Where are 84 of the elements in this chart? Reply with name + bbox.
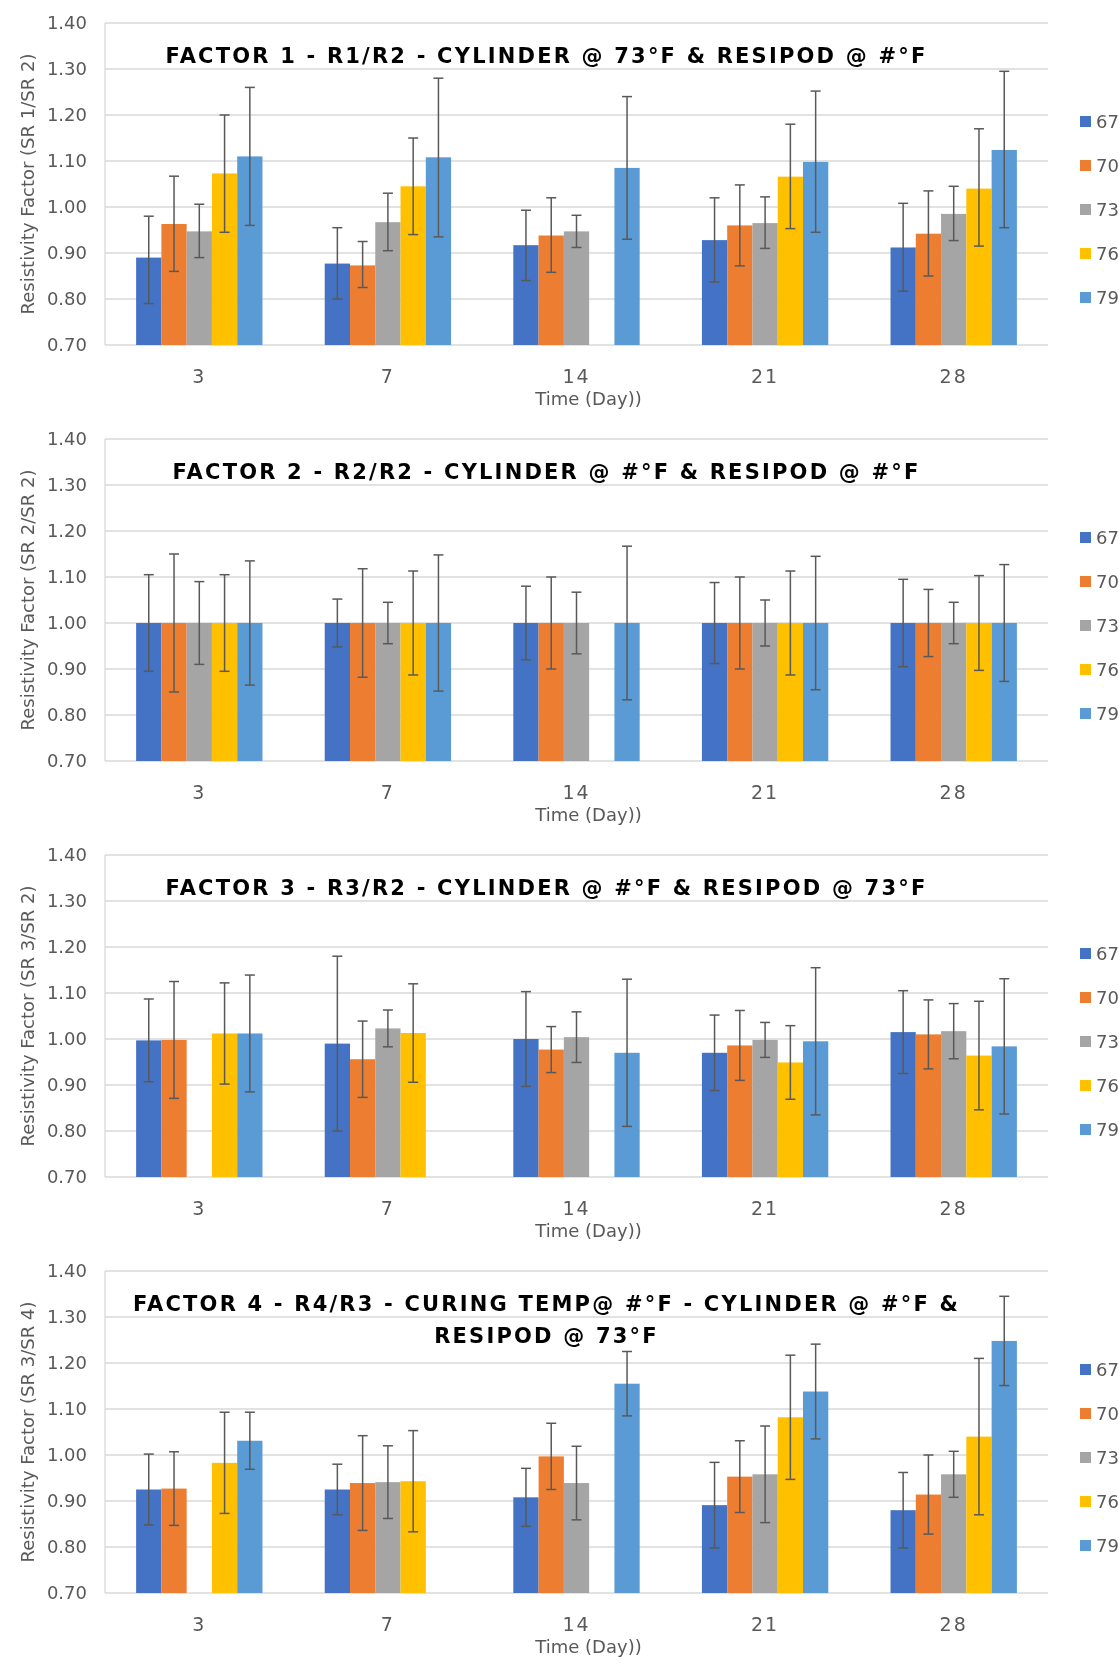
- x-tick-label: 28: [939, 1197, 968, 1219]
- y-tick-label: 1.20: [46, 1352, 87, 1374]
- legend-label: 79: [1096, 287, 1119, 309]
- x-tick-label: 3: [192, 1197, 207, 1219]
- y-tick-label: 0.80: [46, 288, 87, 310]
- y-tick-label: 0.70: [46, 1582, 87, 1604]
- x-tick-label: 21: [751, 781, 780, 803]
- legend-label: 73: [1096, 199, 1119, 221]
- y-tick-label: 1.40: [46, 12, 87, 34]
- x-tick-label: 28: [939, 781, 968, 803]
- y-tick-label: 1.30: [46, 58, 87, 80]
- text: FACTOR 1 - R1/R2 - CYLINDER @ 73°F & RESIPOD @ #°F: [165, 44, 928, 68]
- y-tick-label: 1.40: [46, 844, 87, 866]
- legend-label: 67: [1096, 527, 1119, 549]
- y-tick-label: 1.10: [46, 982, 87, 1004]
- x-axis-title: Time (Day)): [534, 1636, 642, 1657]
- legend-label: 73: [1096, 615, 1119, 637]
- y-tick-label: 1.10: [46, 1398, 87, 1420]
- legend-label: 70: [1096, 987, 1119, 1009]
- x-axis-title: Time (Day)): [534, 1220, 642, 1241]
- x-tick-label: 14: [562, 1613, 591, 1635]
- y-tick-label: 1.30: [46, 1306, 87, 1328]
- y-tick-label: 1.20: [46, 936, 87, 958]
- y-axis-title: Resistivity Factor (SR 2/SR 2): [17, 469, 38, 731]
- y-tick-label: 0.90: [46, 1490, 87, 1512]
- y-axis-title: Resistivity Factor (SR 3/SR 4): [17, 1301, 38, 1563]
- x-tick-label: 14: [562, 365, 591, 387]
- y-axis-title: Resistivity Factor (SR 3/SR 2): [17, 885, 38, 1147]
- y-tick-label: 1.20: [46, 520, 87, 542]
- y-tick-label: 0.80: [46, 1536, 87, 1558]
- legend-label: 76: [1096, 659, 1119, 681]
- legend-label: 76: [1096, 243, 1119, 265]
- x-tick-label: 7: [380, 781, 395, 803]
- y-tick-label: 1.30: [46, 890, 87, 912]
- y-tick-label: 1.00: [46, 1028, 87, 1050]
- x-axis-title: Time (Day)): [534, 804, 642, 825]
- legend-label: 79: [1096, 703, 1119, 725]
- y-tick-label: 0.90: [46, 242, 87, 264]
- y-tick-label: 0.80: [46, 704, 87, 726]
- y-tick-label: 0.90: [46, 658, 87, 680]
- x-tick-label: 3: [192, 781, 207, 803]
- x-axis-title: Time (Day)): [534, 388, 642, 409]
- y-tick-label: 0.90: [46, 1074, 87, 1096]
- legend-label: 67: [1096, 943, 1119, 965]
- x-tick-label: 7: [380, 1613, 395, 1635]
- y-tick-label: 1.40: [46, 1260, 87, 1282]
- y-tick-label: 1.00: [46, 612, 87, 634]
- x-tick-label: 28: [939, 1613, 968, 1635]
- x-tick-label: 21: [751, 1613, 780, 1635]
- text: FACTOR 3 - R3/R2 - CYLINDER @ #°F & RESIPOD @ 73°F: [165, 876, 928, 900]
- y-tick-label: 0.80: [46, 1120, 87, 1142]
- x-tick-label: 28: [939, 365, 968, 387]
- y-tick-label: 1.10: [46, 566, 87, 588]
- legend-label: 67: [1096, 1359, 1119, 1381]
- y-tick-label: 0.70: [46, 334, 87, 356]
- text: FACTOR 2 - R2/R2 - CYLINDER @ #°F & RESIPOD @ #°F: [172, 460, 921, 484]
- legend-label: 79: [1096, 1119, 1119, 1141]
- legend-label: 73: [1096, 1447, 1119, 1469]
- y-tick-label: 1.00: [46, 1444, 87, 1466]
- y-axis-title: Resistivity Factor (SR 1/SR 2): [17, 53, 38, 315]
- legend-label: 76: [1096, 1491, 1119, 1513]
- y-tick-label: 1.40: [46, 428, 87, 450]
- x-tick-label: 7: [380, 365, 395, 387]
- x-tick-label: 14: [562, 1197, 591, 1219]
- legend-label: 67: [1096, 111, 1119, 133]
- x-tick-label: 7: [380, 1197, 395, 1219]
- legend-label: 73: [1096, 1031, 1119, 1053]
- x-tick-label: 21: [751, 1197, 780, 1219]
- text: FACTOR 4 - R4/R3 - CURING TEMP@ #°F - CYLINDER @ #°F & RESIPOD @ 73°F: [132, 1292, 961, 1348]
- x-tick-label: 3: [192, 365, 207, 387]
- y-tick-label: 1.10: [46, 150, 87, 172]
- legend-label: 79: [1096, 1535, 1119, 1557]
- legend-label: 70: [1096, 155, 1119, 177]
- legend-label: 76: [1096, 1075, 1119, 1097]
- x-tick-label: 3: [192, 1613, 207, 1635]
- legend-label: 70: [1096, 1403, 1119, 1425]
- y-tick-label: 0.70: [46, 1166, 87, 1188]
- x-tick-label: 14: [562, 781, 591, 803]
- y-tick-label: 1.20: [46, 104, 87, 126]
- y-tick-label: 0.70: [46, 750, 87, 772]
- y-tick-label: 1.00: [46, 196, 87, 218]
- legend-label: 70: [1096, 571, 1119, 593]
- y-tick-label: 1.30: [46, 474, 87, 496]
- x-tick-label: 21: [751, 365, 780, 387]
